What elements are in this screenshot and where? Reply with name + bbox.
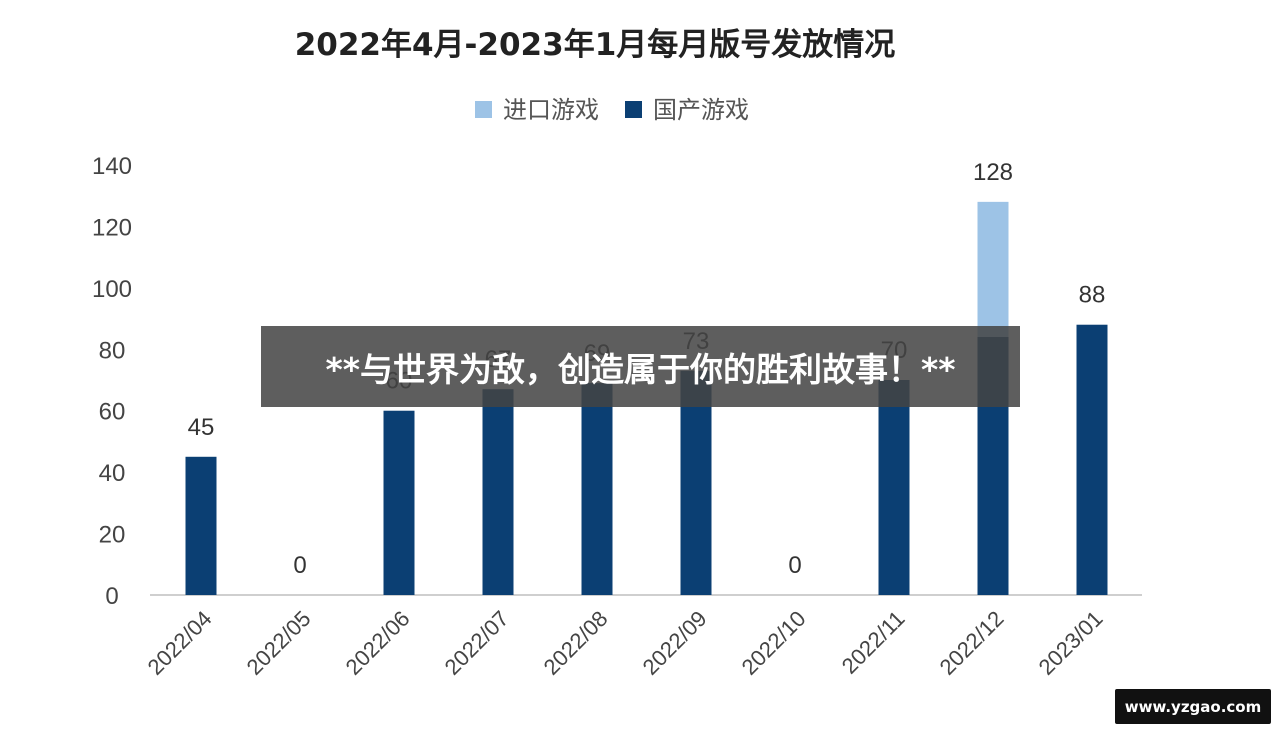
x-tick-label: 2022/09 <box>638 606 712 680</box>
bar-domestic-5 <box>680 370 712 595</box>
promo-banner: **与世界为敌，创造属于你的胜利故事！** <box>261 326 1020 407</box>
y-tick-label: 120 <box>92 214 132 241</box>
data-label: 45 <box>188 414 215 441</box>
y-tick-label: 140 <box>92 153 132 180</box>
x-tick-label: 2022/04 <box>143 606 217 680</box>
x-tick-label: 2023/01 <box>1034 606 1108 680</box>
legend: 进口游戏 国产游戏 <box>475 96 749 124</box>
data-label: 128 <box>973 159 1013 186</box>
y-tick-label: 20 <box>99 522 126 549</box>
data-label: 0 <box>788 552 801 579</box>
chart-title: 2022年4月-2023年1月每月版号发放情况 <box>295 27 896 63</box>
bar-domestic-3 <box>482 389 514 595</box>
watermark: www.yzgao.com <box>1115 689 1271 724</box>
x-tick-label: 2022/11 <box>837 606 910 679</box>
bar-domestic-7 <box>878 380 910 595</box>
x-tick-label: 2022/05 <box>242 606 316 680</box>
bar-imported-8 <box>977 201 1009 337</box>
bar-domestic-9 <box>1076 324 1108 595</box>
y-tick-label: 0 <box>105 583 118 610</box>
x-tick-label: 2022/12 <box>935 606 1009 680</box>
x-tick-label: 2022/08 <box>539 606 613 680</box>
y-tick-label: 80 <box>99 337 126 364</box>
bar-domestic-2 <box>383 410 415 595</box>
x-tick-label: 2022/06 <box>341 606 415 680</box>
y-tick-label: 100 <box>92 276 132 303</box>
bar-domestic-4 <box>581 383 613 595</box>
x-axis-ticks: 2022/04 2022/05 2022/06 2022/07 2022/08 2022/… <box>143 606 1108 680</box>
x-tick-label: 2022/07 <box>440 606 514 680</box>
data-label: 0 <box>293 552 306 579</box>
x-tick-label: 2022/10 <box>737 606 811 680</box>
legend-label-1: 国产游戏 <box>653 96 749 124</box>
legend-swatch-0 <box>475 101 492 118</box>
data-label: 88 <box>1079 282 1106 309</box>
y-tick-label: 40 <box>99 460 126 487</box>
legend-swatch-1 <box>625 101 642 118</box>
y-axis-ticks: 0 20 40 60 80 100 120 140 <box>92 153 132 610</box>
legend-label-0: 进口游戏 <box>503 96 599 124</box>
bar-domestic-0 <box>185 456 217 595</box>
y-tick-label: 60 <box>99 399 126 426</box>
